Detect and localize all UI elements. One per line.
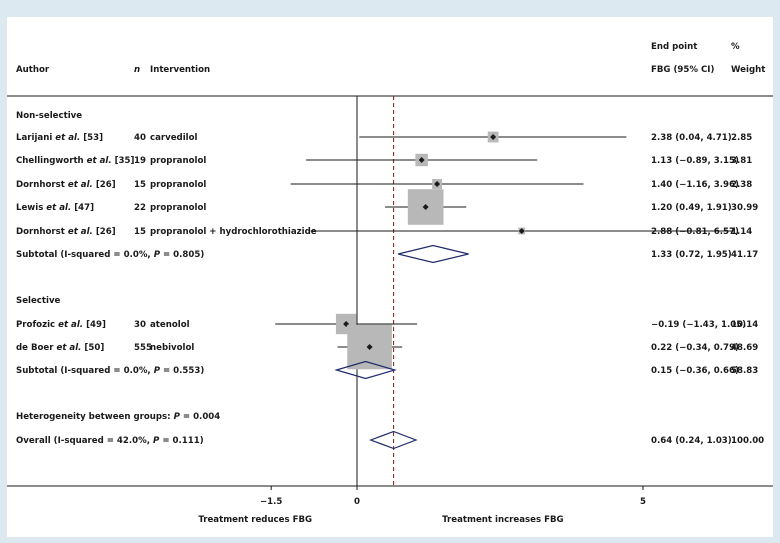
forest-plot-panel: End point% Author n Intervention FBG (95% CI… xyxy=(7,17,773,537)
subtotal-selective-weight-text: 58.83 xyxy=(731,366,758,376)
forest-plot: End point % Author n Intervention FBG (95% CI… xyxy=(7,42,773,525)
study-ci-text: 1.13 (−0.89, 3.15) xyxy=(651,156,739,166)
study-author: Chellingworth et al. [35] xyxy=(16,156,134,166)
overall-weight-text: 100.00 xyxy=(731,436,764,446)
header-author: Author xyxy=(16,65,50,75)
study-weight-text: 48.69 xyxy=(731,343,758,353)
study-n: 15 xyxy=(134,180,146,190)
subtotal-selective-label: Subtotal (I-squared = 0.0%, P = 0.553) xyxy=(16,366,204,376)
x-tick-label: −1.5 xyxy=(260,497,282,507)
study-author: Dornhorst et al. [26] xyxy=(16,180,116,190)
study-point-estimate xyxy=(418,157,425,163)
study-ci-text: 2.38 (0.04, 4.71) xyxy=(651,133,732,143)
subtotal-non-selective-ci-text: 1.33 (0.72, 1.95) xyxy=(651,250,732,260)
x-caption-increases: Treatment increases FBG xyxy=(442,515,563,525)
study-intervention: atenolol xyxy=(150,320,190,330)
study-author: Dornhorst et al. [26] xyxy=(16,227,116,237)
study-ci-text: 2.88 (−0.81, 6.57) xyxy=(651,227,739,237)
header-fbg-ci: FBG (95% CI) xyxy=(651,65,714,75)
study-n: 22 xyxy=(134,203,146,213)
study-weight-text: 2.85 xyxy=(731,133,752,143)
group-heading-non-selective: Non-selective xyxy=(16,111,82,121)
study-point-estimate xyxy=(518,228,525,234)
study-intervention: propranolol + hydrochlorothiazide xyxy=(150,227,317,237)
subtotal-non-selective-label: Subtotal (I-squared = 0.0%, P = 0.805) xyxy=(16,250,204,260)
header-percent: % xyxy=(731,42,740,52)
header-end-point: End point xyxy=(651,42,697,52)
study-author: Profozic et al. [49] xyxy=(16,320,106,330)
study-weight-text: 2.38 xyxy=(731,180,752,190)
study-intervention: propranolol xyxy=(150,156,206,166)
header-intervention: Intervention xyxy=(150,65,210,75)
x-tick-label: 0 xyxy=(354,497,360,507)
study-intervention: nebivolol xyxy=(150,343,194,353)
heterogeneity-label: Heterogeneity between groups: P = 0.004 xyxy=(16,412,220,422)
x-caption-reduces: Treatment reduces FBG xyxy=(198,515,312,525)
study-author: Larijani et al. [53] xyxy=(16,133,103,143)
subtotal-selective-diamond xyxy=(334,360,397,380)
header-weight: Weight xyxy=(731,65,765,75)
study-ci-text: 1.40 (−1.16, 3.96) xyxy=(651,180,739,190)
study-intervention: propranolol xyxy=(150,180,206,190)
overall-diamond xyxy=(369,430,418,450)
group-heading-selective: Selective xyxy=(16,296,61,306)
overall-ci-text: 0.64 (0.24, 1.03) xyxy=(651,436,732,446)
header-n: n xyxy=(134,65,140,75)
subtotal-non-selective-weight-text: 41.17 xyxy=(731,250,758,260)
study-intervention: propranolol xyxy=(150,203,206,213)
study-author: Lewis et al. [47] xyxy=(16,203,94,213)
study-point-estimate xyxy=(422,204,429,210)
study-n: 555 xyxy=(134,343,152,353)
study-n: 40 xyxy=(134,133,146,143)
study-point-estimate xyxy=(434,181,441,187)
study-point-estimate xyxy=(366,344,373,350)
study-n: 19 xyxy=(134,156,146,166)
study-intervention: carvedilol xyxy=(150,133,198,143)
study-ci-text: −0.19 (−1.43, 1.05) xyxy=(651,320,746,330)
study-weight-text: 3.81 xyxy=(731,156,752,166)
subtotal-non-selective-diamond xyxy=(398,244,469,264)
x-tick-label: 5 xyxy=(640,497,646,507)
study-n: 15 xyxy=(134,227,146,237)
study-weight-text: 10.14 xyxy=(731,320,758,330)
study-ci-text: 0.22 (−0.34, 0.79) xyxy=(651,343,739,353)
overall-label: Overall (I-squared = 42.0%, P = 0.111) xyxy=(16,436,204,446)
study-weight-text: 30.99 xyxy=(731,203,758,213)
study-weight-text: 1.14 xyxy=(731,227,752,237)
study-n: 30 xyxy=(134,320,146,330)
study-point-estimate xyxy=(490,134,497,140)
subtotal-selective-ci-text: 0.15 (−0.36, 0.66) xyxy=(651,366,739,376)
study-author: de Boer et al. [50] xyxy=(16,343,104,353)
study-ci-text: 1.20 (0.49, 1.91) xyxy=(651,203,732,213)
